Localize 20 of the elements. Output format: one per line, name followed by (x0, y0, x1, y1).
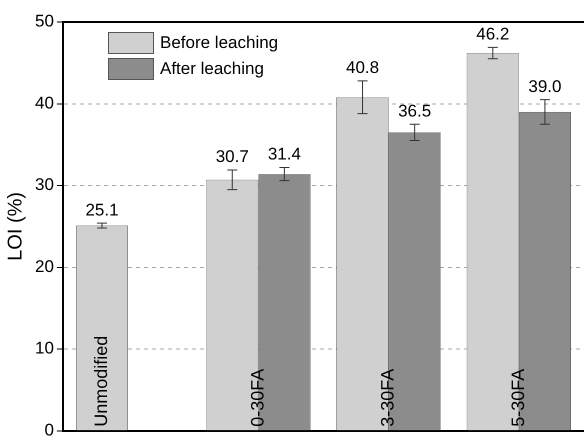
y-tick-label: 0 (44, 420, 54, 440)
data-label: 31.4 (268, 144, 301, 164)
y-tick-label: 40 (34, 93, 54, 112)
data-label: 25.1 (85, 200, 119, 220)
data-label: 46.2 (476, 24, 510, 44)
x-tick-label: 0-30FA (247, 368, 268, 427)
x-tick-label: 3-30FA (378, 368, 398, 427)
y-axis-title: LOI (%) (4, 192, 27, 261)
y-tick-label: 30 (34, 175, 54, 194)
data-label: 40.8 (346, 58, 380, 78)
legend-label: Before leaching (160, 33, 278, 53)
data-label: 36.5 (398, 101, 432, 120)
data-label: 39.0 (528, 76, 562, 96)
data-label: 30.7 (216, 147, 249, 166)
legend-label: After leaching (160, 59, 264, 79)
y-tick-label: 50 (34, 12, 54, 31)
x-tick-label: Unmodified (90, 336, 111, 427)
x-tick-label: 5-30FA (508, 368, 528, 427)
y-tick-label: 10 (34, 338, 54, 358)
y-tick-label: 20 (34, 256, 54, 276)
